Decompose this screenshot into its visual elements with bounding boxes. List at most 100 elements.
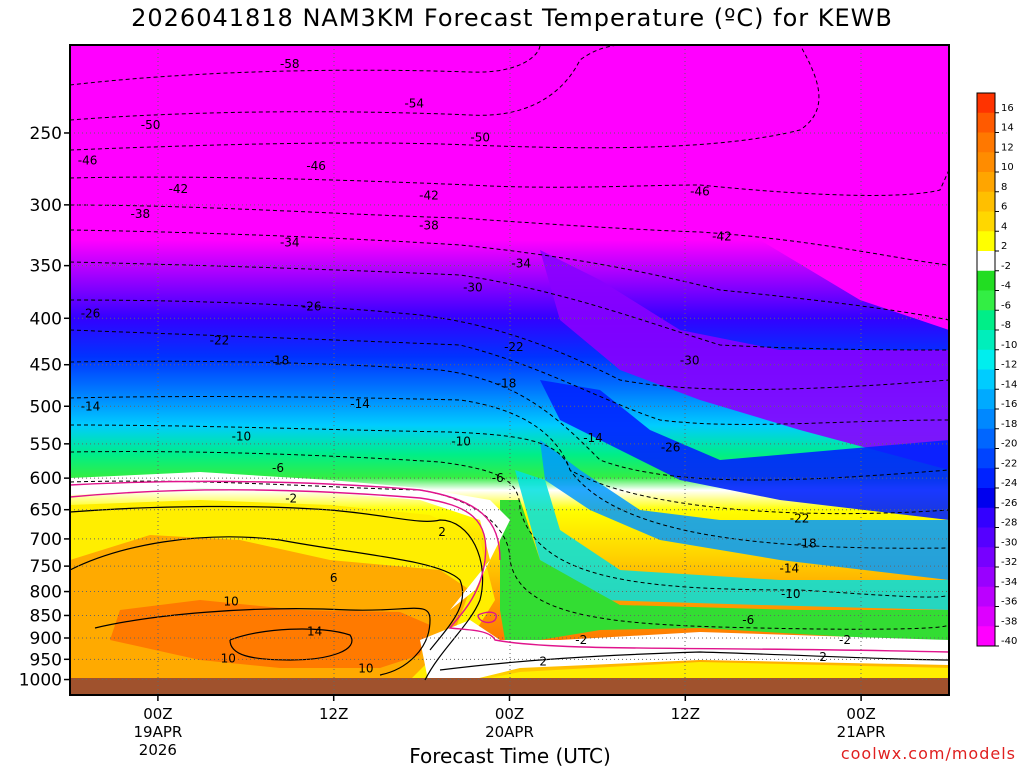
x-axis-label: Forecast Time (UTC) [409, 744, 611, 768]
contour-label: -34 [280, 235, 300, 249]
ground-layer [70, 678, 949, 695]
contour-label: -18 [270, 353, 290, 367]
y-tick-label: 950 [30, 650, 62, 670]
colorbar-label: -18 [1001, 419, 1017, 430]
y-tick-label: 750 [30, 557, 62, 577]
colorbar-label: -38 [1001, 616, 1017, 627]
contour-label: -38 [419, 218, 439, 232]
colorbar-swatch [977, 567, 995, 588]
contour-label: -22 [504, 340, 524, 354]
contour-label: -26 [302, 299, 322, 313]
freezing-line [70, 480, 949, 653]
contour-label: -2 [285, 492, 297, 506]
colorbar-swatch [977, 152, 995, 173]
x-tick-label: 19APR [133, 723, 182, 741]
contour-label: 2 [819, 650, 827, 664]
colorbar-label: -26 [1001, 498, 1017, 509]
contour-label: -14 [583, 431, 603, 445]
colorbar-label: -20 [1001, 439, 1017, 450]
y-tick-label: 450 [30, 356, 62, 376]
colorbar-label: -30 [1001, 537, 1017, 548]
contour-label: -26 [661, 440, 681, 454]
y-tick-label: 1000 [19, 671, 62, 691]
contour-label: -22 [790, 512, 810, 526]
source-credit: coolwx.com/models [840, 744, 1016, 763]
colorbar-label: -22 [1001, 458, 1017, 469]
colorbar-swatch [977, 448, 995, 469]
colorbar-swatch [977, 310, 995, 331]
contour-label: -10 [781, 587, 801, 601]
colorbar-label: -14 [1001, 379, 1017, 390]
contour-label: -30 [680, 353, 700, 367]
contour-label: -42 [419, 189, 439, 203]
contour-label: -6 [492, 471, 504, 485]
x-tick-label: 21APR [837, 723, 886, 741]
colorbar-label: -2 [1001, 261, 1011, 272]
cold-intrusion-green [500, 500, 949, 640]
grid-lines [157, 45, 862, 695]
y-tick-label: 600 [30, 469, 62, 489]
colorbar-swatch [977, 191, 995, 212]
contour-label: 14 [307, 624, 322, 638]
colorbar-label: 14 [1001, 123, 1014, 134]
colorbar-swatch [977, 369, 995, 390]
colorbar-label: -10 [1001, 340, 1017, 351]
contour-label: -10 [232, 430, 252, 444]
cold-intrusion-purple [540, 250, 949, 470]
colorbar-label: -36 [1001, 597, 1017, 608]
contour-label: -18 [797, 536, 817, 550]
contour-label: -2 [575, 633, 587, 647]
colorbar-label: 12 [1001, 142, 1014, 153]
colorbar-label: -40 [1001, 636, 1017, 647]
contour-label: -2 [839, 633, 851, 647]
contour-label: -6 [272, 461, 284, 475]
colorbar-swatch [977, 172, 995, 193]
cold-intrusion-lightblue [540, 440, 949, 580]
colorbar-swatch [977, 507, 995, 528]
contour-label: 10 [221, 651, 236, 665]
contour-label: 10 [224, 594, 239, 608]
colorbar-swatch [977, 231, 995, 252]
contour-label: -46 [306, 159, 326, 173]
contour-label: -10 [451, 435, 471, 449]
pressure-grid-lines [70, 132, 949, 681]
colorbar-swatch [977, 626, 995, 647]
y-tick-label: 250 [30, 124, 62, 144]
contour-labels: -58 -54 -50 -50 -46 -46 -46 -42 -42 -42 -38 -38 -34 -… [78, 57, 851, 675]
colorbar-swatch [977, 349, 995, 370]
colorbar-swatch [977, 428, 995, 449]
colorbar-swatch [977, 211, 995, 232]
cold-intrusion-blue [540, 380, 949, 520]
colorbar-swatch [977, 330, 995, 351]
lowlevel-white-band [420, 620, 949, 690]
x-tick-label: 12Z [319, 705, 348, 723]
colorbar-swatch [977, 270, 995, 291]
x-tick-label: 00Z [846, 705, 875, 723]
contour-label: -14 [81, 399, 101, 413]
colorbar-label: -32 [1001, 557, 1017, 568]
y-tick-label: 300 [30, 196, 62, 216]
contour-lines-dashed [70, 45, 949, 630]
contour-label: -38 [131, 207, 151, 221]
cold-intrusion-cyan [515, 470, 949, 610]
contour-label: -22 [210, 333, 230, 347]
colorbar-swatch [977, 527, 995, 548]
contour-label: -58 [280, 57, 300, 71]
contour-label: -14 [350, 397, 370, 411]
contour-label: -42 [169, 182, 189, 196]
y-tick-label: 400 [30, 309, 62, 329]
colorbar-swatch [977, 132, 995, 153]
contour-label: -46 [78, 153, 98, 167]
y-tick-label: 700 [30, 530, 62, 550]
contour-label: -34 [511, 256, 531, 270]
x-tick-label: 2026 [139, 741, 177, 759]
contour-label: -42 [712, 229, 732, 243]
colorbar-label: 4 [1001, 221, 1007, 232]
contour-label: -46 [690, 184, 710, 198]
colorbar-swatch [977, 290, 995, 311]
y-tick-label: 900 [30, 629, 62, 649]
y-tick-label: 550 [30, 435, 62, 455]
colorbar-label: -8 [1001, 320, 1011, 331]
